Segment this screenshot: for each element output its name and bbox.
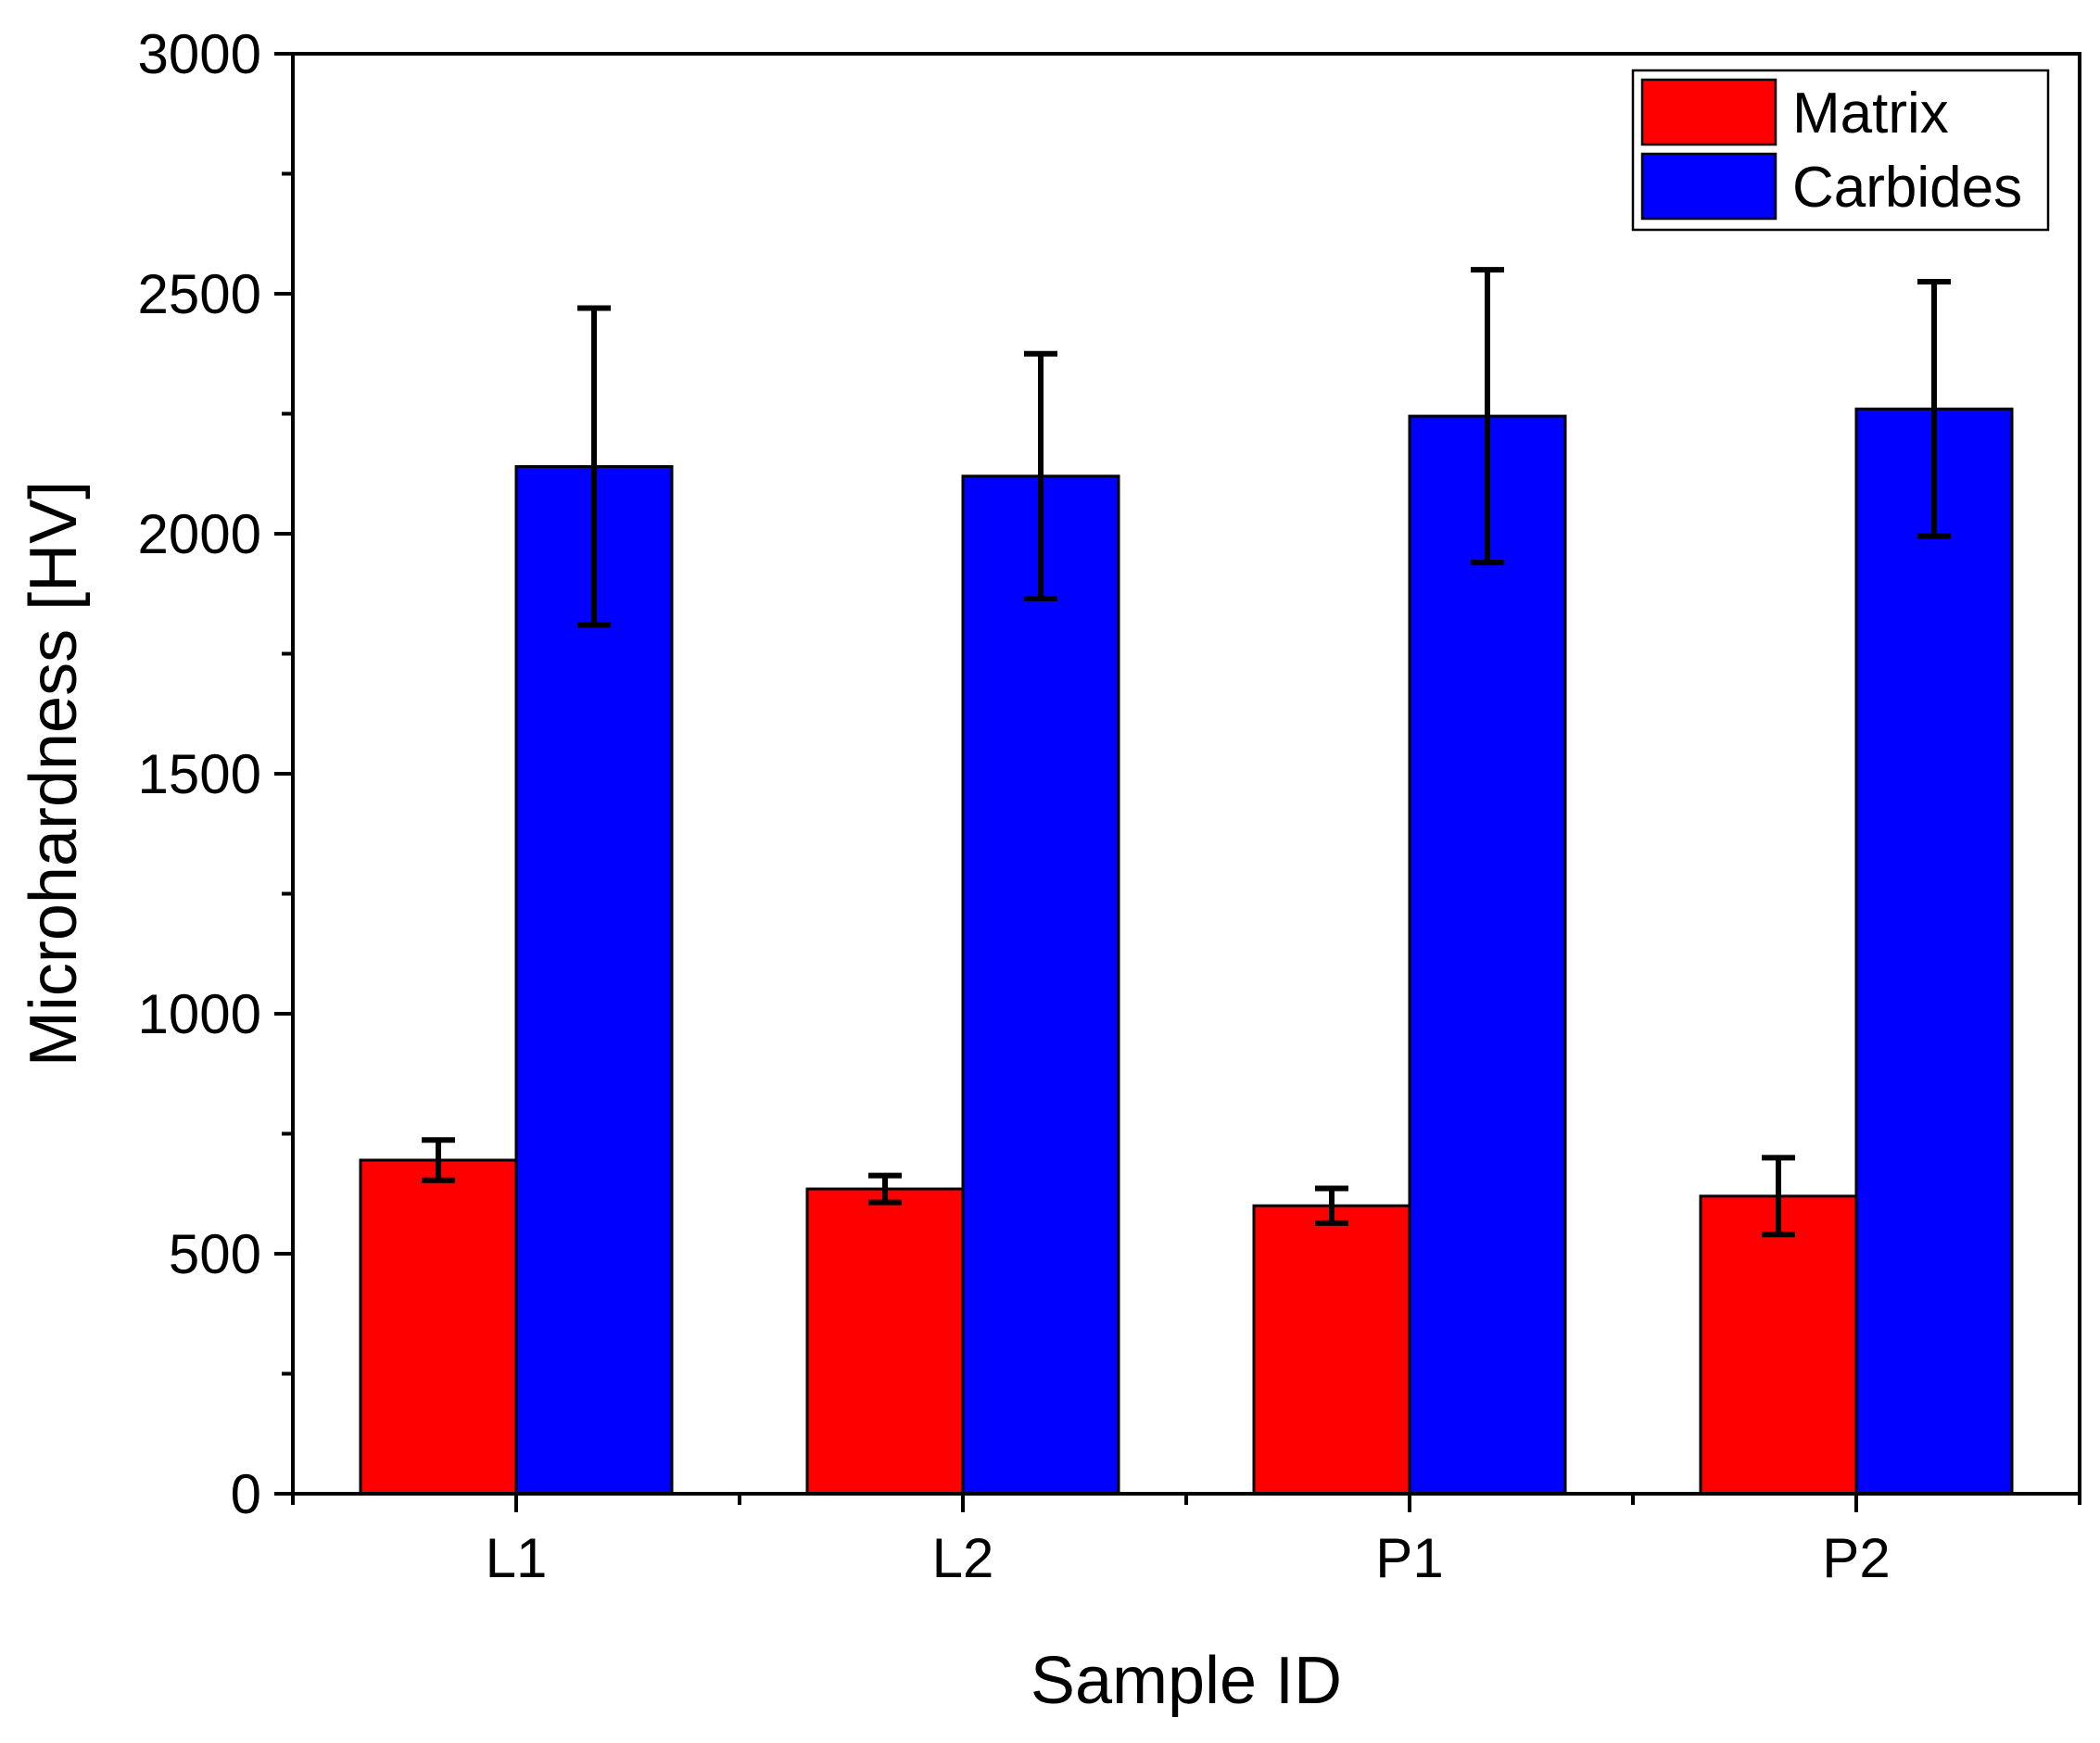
x-axis: L1 L2 P1 P2: [291, 1494, 2081, 1589]
y-tick-label: 0: [231, 1463, 261, 1525]
bar-matrix-p2: [1699, 1194, 1858, 1496]
bar-matrix-p1: [1252, 1204, 1411, 1496]
y-tick-label: 3000: [138, 23, 261, 85]
y-tick-label: 500: [169, 1223, 261, 1285]
bar-carbides-p1: [1408, 414, 1567, 1496]
bar-carbides-p2: [1854, 407, 2014, 1496]
y-axis: 0 500 1000 1500 2000 2500 3000: [138, 23, 293, 1525]
x-tick-label-p2: P2: [1822, 1527, 1890, 1589]
bar-matrix-l2: [805, 1187, 965, 1496]
bar-carbides-l2: [961, 474, 1120, 1496]
bars-layer: [359, 407, 2014, 1496]
y-tick-label: 1000: [138, 983, 261, 1045]
y-tick-label: 2000: [138, 503, 261, 565]
x-tick-label-l2: L2: [932, 1527, 994, 1589]
error-bars-layer: [422, 267, 1951, 1238]
x-axis-title: Sample ID: [1031, 1644, 1342, 1718]
y-tick-label: 1500: [138, 743, 261, 805]
x-tick-label-l1: L1: [486, 1527, 548, 1589]
legend-swatch-carbides: [1640, 152, 1777, 221]
bar-carbides-l1: [514, 464, 674, 1496]
bar-matrix-l1: [359, 1158, 518, 1496]
x-tick-label-p1: P1: [1375, 1527, 1443, 1589]
legend-label-carbides: Carbides: [1792, 156, 2022, 220]
legend: Matrix Carbides: [1631, 69, 2050, 232]
legend-label-matrix: Matrix: [1792, 82, 1949, 145]
y-tick-label: 2500: [138, 263, 261, 325]
y-axis-title: Microhardness [HV]: [17, 481, 91, 1067]
legend-swatch-matrix: [1640, 78, 1777, 146]
